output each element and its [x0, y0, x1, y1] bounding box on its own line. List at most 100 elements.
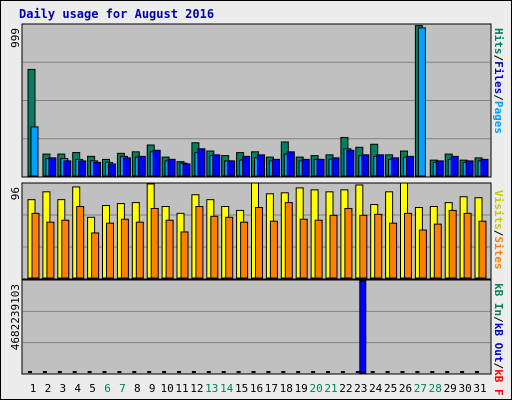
kb-tick [266, 371, 271, 373]
bar-pages-day-5 [93, 161, 102, 177]
x-tick-label-28: 28 [429, 382, 442, 395]
bar-sites-day-7 [120, 218, 129, 279]
kb-tick [28, 371, 32, 373]
kb-tick [355, 371, 360, 373]
x-tick-label-22: 22 [339, 382, 352, 395]
bar-pages-day-23 [361, 154, 370, 177]
y-max-label-visits-sites: 96 [9, 187, 22, 200]
x-tick-label-21: 21 [324, 382, 337, 395]
legend-bot-item: kB In [492, 283, 505, 316]
bar-files-day-1 [30, 126, 39, 177]
y-max-label-hits-files-pages: 999 [9, 28, 22, 48]
bar-pages-day-20 [316, 158, 325, 177]
kb-tick [311, 371, 316, 373]
chart-panels [21, 23, 492, 375]
legend-top-item: / [492, 55, 505, 62]
bar-pages-day-28 [435, 160, 444, 177]
legend-mid: Visits/Sites [492, 190, 505, 270]
kb-tick [281, 371, 286, 373]
x-tick-label-12: 12 [190, 382, 203, 395]
legend-mid-item: / [492, 230, 505, 237]
bar-pages-day-25 [391, 157, 400, 177]
x-tick-label-11: 11 [175, 382, 188, 395]
bar-pages-day-14 [227, 160, 236, 177]
bar-pages-day-26 [406, 155, 414, 177]
x-tick-label-2: 2 [45, 382, 52, 395]
bar-sites-day-20 [314, 219, 323, 279]
x-tick-label-8: 8 [134, 382, 141, 395]
bar-pages-day-21 [331, 157, 340, 177]
bar-pages-day-22 [346, 149, 355, 177]
bar-sites-day-6 [106, 222, 114, 279]
x-tick-label-6: 6 [104, 382, 111, 395]
legend-bot-item: / [492, 363, 505, 370]
x-tick-label-17: 17 [265, 382, 278, 395]
kb-tick [251, 371, 256, 373]
bar-pages-day-30 [465, 160, 474, 177]
bar-sites-day-11 [180, 231, 189, 279]
bar-pages-day-10 [167, 158, 176, 177]
bar-sites-day-28 [433, 223, 442, 279]
bar-sites-day-10 [165, 219, 174, 279]
bar-sites-day-4 [76, 206, 85, 279]
bar-sites-day-25 [389, 222, 398, 279]
bar-files-day-27 [417, 27, 426, 177]
kb-tick [177, 371, 181, 373]
x-tick-label-16: 16 [250, 382, 263, 395]
kb-tick [87, 371, 92, 373]
x-tick-label-7: 7 [119, 382, 126, 395]
kb-tick [42, 371, 47, 373]
bar-sites-day-13 [210, 215, 219, 279]
bar-sites-day-19 [299, 218, 308, 279]
bar-sites-day-22 [344, 207, 353, 279]
bar-sites-day-9 [150, 207, 159, 279]
kb-tick [430, 371, 435, 373]
bar-sites-day-30 [463, 212, 472, 279]
kb-tick [132, 371, 137, 373]
legend-bot-item: / [492, 316, 505, 323]
bar-sites-day-24 [374, 213, 383, 279]
x-tick-label-20: 20 [309, 382, 322, 395]
y-max-label-kb-in-out: 4682239103 [9, 284, 22, 350]
x-tick-label-5: 5 [89, 382, 96, 395]
x-tick-label-1: 1 [30, 382, 37, 395]
bar-pages-day-13 [212, 154, 221, 177]
legend-bot-item: kB F [492, 369, 505, 396]
legend-top-item: Files [492, 61, 505, 94]
bar-sites-day-29 [448, 209, 457, 279]
bar-pages-day-19 [301, 158, 310, 177]
kb-tick [326, 371, 330, 373]
bar-pages-day-2 [48, 157, 57, 177]
legend-top-item: / [492, 94, 505, 101]
bar-pages-day-12 [197, 148, 206, 177]
bar-pages-day-7 [122, 157, 131, 177]
legend-top: Hits/Files/Pages [492, 28, 505, 134]
bar-kb-out-day-23 [359, 280, 367, 374]
x-tick-label-25: 25 [384, 382, 397, 395]
x-tick-label-4: 4 [74, 382, 81, 395]
bar-sites-day-17 [269, 220, 278, 279]
kb-tick [221, 371, 226, 373]
bar-pages-day-9 [152, 149, 161, 177]
bar-sites-day-8 [135, 221, 144, 279]
bar-sites-day-14 [225, 216, 234, 279]
panel-kb-in-out [21, 279, 492, 375]
kb-tick [72, 371, 77, 373]
bar-sites-day-3 [61, 219, 70, 279]
x-tick-label-9: 9 [149, 382, 156, 395]
x-tick-label-29: 29 [444, 382, 457, 395]
bar-pages-day-18 [286, 151, 295, 177]
kb-tick [340, 371, 345, 373]
kb-tick [460, 371, 465, 373]
kb-tick [162, 371, 167, 373]
bar-pages-day-24 [376, 154, 385, 177]
bar-sites-day-26 [404, 212, 412, 279]
kb-tick [206, 371, 211, 373]
kb-tick [236, 371, 241, 373]
kb-tick [57, 371, 62, 373]
bar-pages-day-8 [137, 155, 146, 177]
kb-tick [147, 371, 152, 373]
bar-sites-day-27 [418, 229, 427, 279]
kb-tick [370, 371, 375, 373]
